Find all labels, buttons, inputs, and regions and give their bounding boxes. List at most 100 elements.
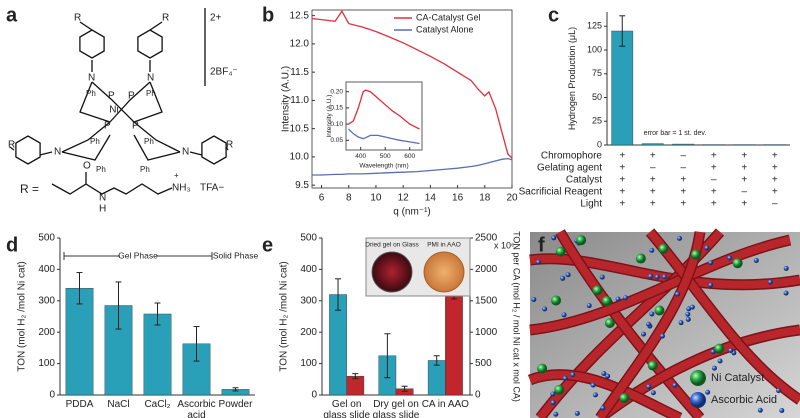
y-tick-label: 0.05 bbox=[330, 137, 343, 144]
blue-sphere bbox=[650, 390, 656, 396]
x-tick-label: 18 bbox=[479, 193, 491, 204]
atom: R bbox=[8, 140, 15, 151]
blue-sphere bbox=[535, 259, 541, 265]
blue-sphere bbox=[646, 384, 652, 390]
x-tick-label: 12 bbox=[398, 193, 410, 204]
cell: – bbox=[680, 163, 686, 174]
cell: – bbox=[650, 163, 656, 174]
y-tick-label: 0 bbox=[597, 139, 602, 149]
atom: Ph bbox=[96, 165, 106, 174]
ring bbox=[201, 135, 227, 165]
inset-photos: Dried gel on Glass PMI in AAO bbox=[365, 237, 471, 297]
blue-sphere bbox=[623, 295, 629, 301]
green-sphere bbox=[576, 235, 587, 246]
atom: R bbox=[162, 13, 169, 24]
bar bbox=[641, 143, 664, 146]
series-line bbox=[348, 89, 420, 130]
y-tick-label: 500 bbox=[300, 233, 317, 244]
y-tick-label: 10.5 bbox=[290, 123, 310, 134]
cell: + bbox=[711, 163, 717, 174]
cell: + bbox=[741, 199, 747, 210]
blue-sphere bbox=[586, 303, 592, 309]
y-tick-label: 400 bbox=[38, 264, 55, 275]
bracket-gap bbox=[120, 244, 156, 268]
ring bbox=[79, 29, 105, 59]
cell: + bbox=[680, 187, 686, 198]
green-sphere bbox=[658, 243, 669, 254]
ring bbox=[15, 135, 41, 165]
atom: Ph bbox=[140, 165, 150, 174]
blue-sphere bbox=[641, 331, 647, 337]
chain bbox=[51, 172, 173, 195]
y-tick-label: 11.0 bbox=[290, 95, 309, 106]
green-sphere bbox=[654, 305, 665, 316]
error-bar bbox=[433, 355, 440, 366]
atom: N bbox=[182, 147, 189, 158]
cell: + bbox=[650, 199, 656, 210]
blue-sphere bbox=[565, 272, 571, 278]
green-sphere bbox=[635, 253, 646, 264]
green-sphere bbox=[714, 343, 725, 354]
blue-sphere bbox=[727, 255, 733, 261]
bar bbox=[143, 313, 172, 396]
y-tick-label: 100 bbox=[300, 358, 317, 369]
blue-sphere bbox=[659, 333, 665, 339]
x-tick-label: CA in AAO bbox=[421, 399, 469, 410]
blue-sphere bbox=[654, 274, 660, 280]
y-axis-label: TON (mol H₂ /mol Ni cat) bbox=[17, 261, 28, 371]
cell: + bbox=[772, 187, 778, 198]
bond bbox=[91, 81, 135, 123]
ribbon bbox=[529, 236, 791, 334]
legend-label: CA-Catalyst Gel bbox=[416, 12, 481, 22]
blue-sphere bbox=[689, 304, 695, 310]
cell: + bbox=[772, 163, 778, 174]
blue-sphere bbox=[570, 372, 576, 378]
blue-sphere bbox=[662, 274, 668, 280]
bond bbox=[79, 81, 111, 123]
x-tick-label: 600 bbox=[404, 153, 415, 160]
counterion: 2BF₄⁻ bbox=[210, 67, 238, 78]
y-tick-label: 0.15 bbox=[330, 105, 343, 112]
y-tick-label: 10.0 bbox=[290, 152, 310, 163]
blue-sphere bbox=[553, 411, 559, 417]
y2-tick-label: 0 bbox=[475, 390, 481, 401]
y-tick-label: 100 bbox=[587, 44, 602, 54]
atom: R = bbox=[20, 182, 39, 196]
blue-sphere bbox=[753, 258, 759, 264]
x-axis-label: q (nm⁻¹) bbox=[393, 207, 431, 218]
inset-label: PMI in AAO bbox=[427, 242, 461, 249]
bond bbox=[109, 81, 151, 123]
blue-sphere bbox=[531, 296, 537, 302]
blue-sphere bbox=[574, 410, 580, 416]
blue-sphere bbox=[704, 245, 710, 251]
panel-label: e bbox=[262, 234, 273, 256]
atom: P bbox=[104, 121, 111, 132]
atom: Ph bbox=[146, 89, 156, 98]
y-tick-label: 400 bbox=[300, 264, 317, 275]
blue-sphere bbox=[678, 320, 684, 326]
ring bbox=[137, 29, 163, 59]
series-line bbox=[348, 128, 420, 145]
bar bbox=[611, 30, 634, 146]
atom: N bbox=[88, 73, 95, 84]
blue-sphere bbox=[776, 388, 782, 394]
y-tick-label: 300 bbox=[38, 295, 55, 306]
blue-sphere bbox=[646, 321, 652, 327]
bar bbox=[763, 144, 786, 146]
cell: + bbox=[650, 175, 656, 186]
blue-sphere bbox=[708, 260, 714, 266]
atom: Ph bbox=[90, 137, 100, 146]
cell: + bbox=[741, 163, 747, 174]
bond bbox=[133, 134, 181, 161]
blue-sphere bbox=[783, 290, 789, 296]
green-sphere bbox=[592, 285, 603, 296]
bond bbox=[61, 121, 111, 153]
blue-sphere bbox=[728, 348, 734, 354]
panel-label: f bbox=[538, 234, 545, 256]
blue-sphere bbox=[672, 382, 678, 388]
bond bbox=[61, 134, 111, 161]
annotation: error bar = 1 st. dev. bbox=[644, 130, 707, 137]
y-tick-label: 0.20 bbox=[330, 88, 343, 95]
bond bbox=[39, 151, 53, 156]
